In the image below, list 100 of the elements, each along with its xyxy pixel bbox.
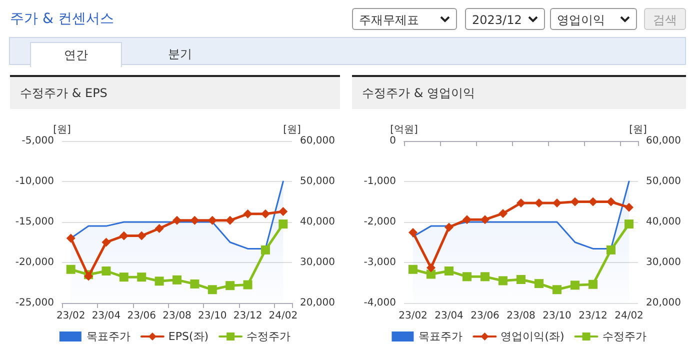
- y2-tick-label: 40,000: [646, 216, 681, 228]
- point: [278, 206, 288, 216]
- y2-tick-label: 20,000: [646, 298, 681, 308]
- x-tick-label: 23/08: [506, 310, 536, 322]
- x-tick-label: 23/02: [56, 310, 86, 322]
- point: [552, 285, 562, 294]
- point: [444, 222, 454, 232]
- y2-tick-label: 20,000: [300, 298, 335, 308]
- y-tick-label: -10,000: [15, 176, 54, 187]
- legend-label: 수정주가: [246, 330, 291, 343]
- y-tick-label: -4,000: [364, 298, 396, 308]
- point: [624, 202, 634, 212]
- point: [480, 215, 490, 224]
- point: [172, 275, 182, 284]
- point: [190, 279, 200, 288]
- x-tick-label: 23/04: [92, 310, 121, 322]
- y2-axis-title: [원]: [283, 124, 301, 136]
- y2-tick-label: 60,000: [646, 136, 681, 146]
- point: [243, 209, 252, 218]
- point: [462, 272, 472, 282]
- point: [119, 272, 128, 282]
- point: [260, 245, 270, 254]
- point: [516, 275, 526, 284]
- point: [208, 285, 217, 294]
- point: [480, 272, 490, 282]
- x-tick-label: 23/12: [578, 310, 608, 322]
- y-axis-title: [원]: [53, 124, 71, 136]
- text: 주가 & 컨센서스: [10, 10, 114, 28]
- y-tick-label: -5,000: [22, 136, 54, 146]
- point: [606, 197, 616, 206]
- point: [137, 272, 146, 282]
- point: [588, 280, 598, 289]
- x-tick-label: 23/12: [233, 310, 262, 322]
- y2-tick-label: 30,000: [646, 257, 681, 268]
- point: [552, 198, 562, 208]
- text: 연간: [30, 42, 122, 67]
- y-axis-title: [억원]: [390, 124, 418, 136]
- point: [137, 231, 146, 240]
- point: [66, 234, 76, 243]
- y-tick-label: -25,000: [15, 298, 54, 308]
- legend-label: EPS(좌): [168, 330, 209, 343]
- point: [66, 264, 76, 274]
- point: [102, 266, 111, 276]
- point: [243, 280, 252, 290]
- y-tick-label: -15,000: [15, 216, 54, 228]
- point: [498, 208, 508, 218]
- point: [426, 270, 436, 279]
- point: [154, 224, 164, 233]
- point: [226, 216, 235, 225]
- point: [119, 231, 128, 240]
- point: [570, 197, 580, 206]
- text: 2023/12: [465, 8, 545, 30]
- text: 검색: [644, 8, 686, 30]
- point: [408, 228, 418, 238]
- y2-tick-label: 60,000: [300, 136, 335, 146]
- y2-tick-label: 30,000: [300, 257, 335, 268]
- y-tick-label: -3,000: [364, 257, 396, 268]
- point: [444, 266, 454, 276]
- y2-tick-label: 40,000: [300, 216, 335, 228]
- x-tick-label: 23/06: [470, 310, 500, 322]
- point: [102, 238, 111, 247]
- y-tick-label: -1,000: [364, 176, 396, 187]
- point: [172, 216, 182, 225]
- x-tick-label: 23/06: [127, 310, 156, 322]
- point: [516, 198, 526, 208]
- legend-label: 영업이익(좌): [500, 330, 564, 343]
- point: [570, 280, 580, 290]
- point: [408, 264, 418, 274]
- point: [226, 281, 235, 290]
- point: [588, 197, 598, 206]
- y2-tick-label: 50,000: [300, 176, 335, 187]
- x-tick-label: 23/02: [398, 310, 428, 322]
- legend-label: 목표주가: [418, 330, 463, 343]
- point: [190, 216, 200, 225]
- x-tick-label: 23/10: [542, 310, 572, 322]
- legend-label: 수정주가: [602, 330, 646, 343]
- y-tick-label: -20,000: [15, 257, 54, 268]
- y2-axis-title: [원]: [629, 124, 647, 136]
- y-tick-label: -2,000: [364, 216, 396, 228]
- point: [426, 263, 436, 272]
- point: [534, 279, 544, 288]
- point: [278, 220, 288, 229]
- text: 주재무제표: [352, 8, 457, 30]
- point: [462, 215, 472, 224]
- point: [606, 245, 616, 254]
- point: [534, 198, 544, 208]
- chart-title: 수정주가 & EPS: [10, 77, 340, 109]
- text: 분기: [167, 46, 193, 63]
- x-tick-label: 23/08: [162, 310, 192, 322]
- x-tick-label: 24/02: [268, 310, 298, 322]
- point: [498, 276, 508, 286]
- y2-tick-label: 50,000: [646, 176, 681, 187]
- x-tick-label: 24/02: [614, 310, 644, 322]
- y-tick-label: 0: [390, 136, 396, 146]
- x-tick-label: 23/10: [198, 310, 227, 322]
- point: [208, 216, 217, 225]
- text: 영업이익: [550, 8, 637, 30]
- chart-title: 수정주가 & 영업이익: [352, 77, 686, 109]
- legend-label: 목표주가: [86, 330, 130, 343]
- point: [154, 276, 164, 286]
